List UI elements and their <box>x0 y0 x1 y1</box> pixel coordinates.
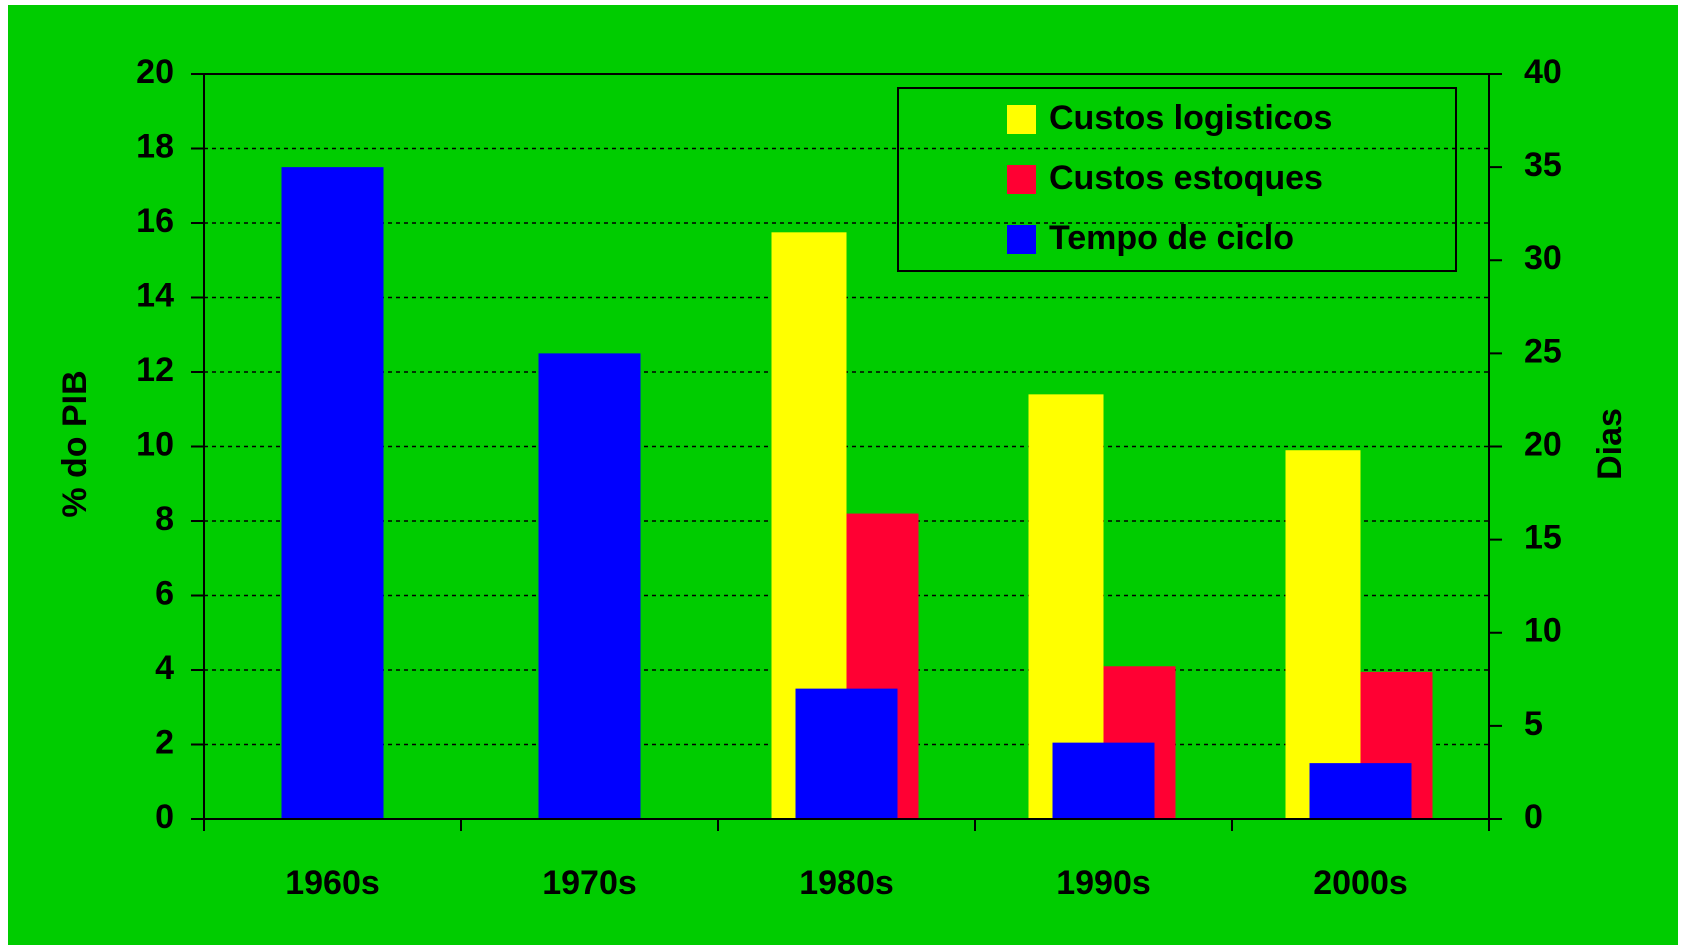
legend-label: Custos logisticos <box>1049 99 1332 137</box>
y-tick-label: 12 <box>136 351 174 389</box>
y2-tick-label: 40 <box>1524 53 1562 91</box>
bar <box>1052 742 1155 819</box>
y2-tick-label: 30 <box>1524 239 1562 277</box>
x-tick-label: 1960s <box>285 864 380 902</box>
y2-tick-label: 20 <box>1524 425 1562 463</box>
y-tick-label: 2 <box>155 723 174 761</box>
bar <box>538 353 641 819</box>
bar <box>1309 763 1412 819</box>
x-tick-label: 1970s <box>542 864 637 902</box>
legend-box <box>897 87 1457 272</box>
y-tick-label: 8 <box>155 500 174 538</box>
y2-axis-title: Dias <box>1591 408 1629 480</box>
bar <box>795 688 898 819</box>
y-tick-label: 20 <box>136 53 174 91</box>
y-tick-label: 18 <box>136 127 174 165</box>
legend-swatch <box>1007 105 1036 134</box>
legend-swatch <box>1007 225 1036 254</box>
y-tick-label: 10 <box>136 425 174 463</box>
y2-tick-label: 0 <box>1524 798 1543 836</box>
y2-tick-label: 35 <box>1524 146 1562 184</box>
y-tick-label: 6 <box>155 574 174 612</box>
x-tick-label: 1980s <box>799 864 894 902</box>
y-tick-label: 0 <box>155 798 174 836</box>
y2-tick-label: 15 <box>1524 519 1562 557</box>
legend-label: Tempo de ciclo <box>1049 219 1294 257</box>
legend-label: Custos estoques <box>1049 159 1323 197</box>
y-axis-title: % do PIB <box>56 370 94 517</box>
legend-swatch <box>1007 165 1036 194</box>
y-tick-label: 14 <box>136 276 174 314</box>
y-tick-label: 16 <box>136 202 174 240</box>
bar <box>281 167 384 819</box>
y2-tick-label: 25 <box>1524 332 1562 370</box>
y2-tick-label: 5 <box>1524 705 1543 743</box>
x-tick-label: 1990s <box>1056 864 1151 902</box>
bar <box>1285 450 1361 819</box>
y-tick-label: 4 <box>155 649 174 687</box>
x-tick-label: 2000s <box>1313 864 1408 902</box>
y2-tick-label: 10 <box>1524 612 1562 650</box>
